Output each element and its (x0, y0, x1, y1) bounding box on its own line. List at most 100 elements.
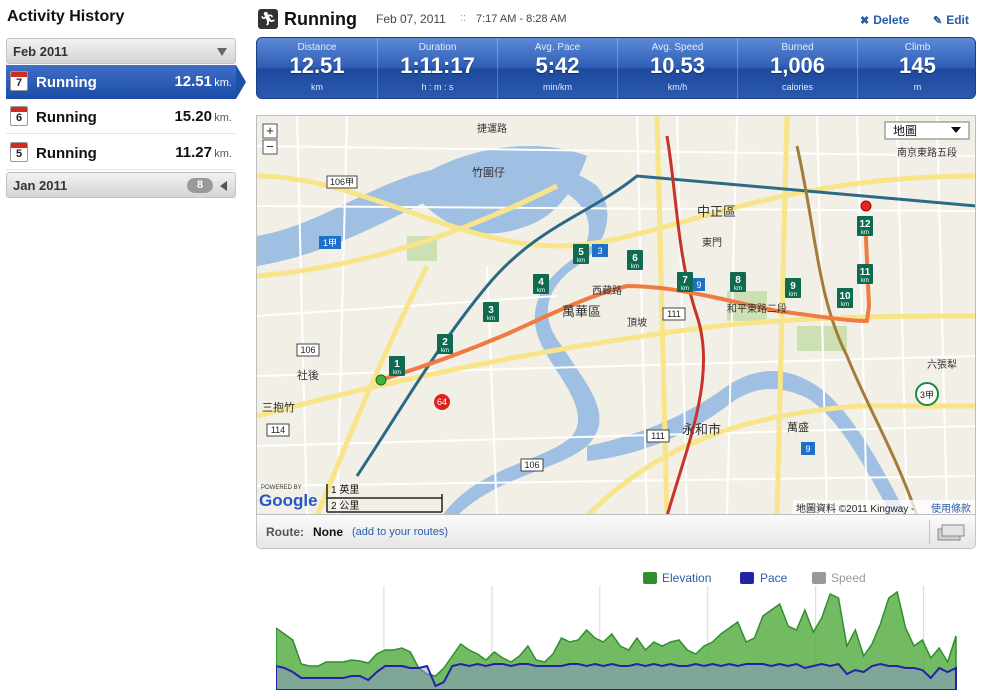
activity-date: Feb 07, 2011 (376, 12, 446, 26)
place-label: 東門 (702, 236, 722, 249)
activity-row-feb-6[interactable]: 6 Running 15.20 km. (6, 100, 236, 134)
road-shield: 64 (434, 394, 450, 410)
expand-map-button[interactable] (929, 520, 967, 544)
map-type-select[interactable]: 地圖 (884, 121, 970, 140)
google-logo: Google (259, 491, 318, 510)
km-marker-unit: km (393, 370, 401, 376)
place-label: 西藏路 (592, 284, 622, 297)
km-marker-number: 3 (488, 305, 494, 316)
activity-chart[interactable] (276, 586, 966, 690)
scale-miles-label: 1 英里 (331, 483, 359, 496)
km-marker-unit: km (841, 302, 849, 308)
place-label: 竹圍仔 (472, 165, 505, 179)
km-marker-unit: km (577, 258, 585, 264)
expand-map-icon (937, 524, 965, 541)
legend-speed[interactable]: Speed (831, 571, 866, 585)
stat-label: Climb (904, 42, 931, 53)
legend-elevation[interactable]: Elevation (662, 571, 712, 585)
route-value: None (313, 525, 343, 539)
map-metro-line-red (665, 135, 705, 514)
delete-label: Delete (873, 13, 910, 27)
route-map[interactable]: 1 km 2 km 3 km 4 km 5 km 6 km 7 km 8 km 9 km 10 km… (256, 115, 976, 515)
district-label: 永和市 (682, 422, 721, 437)
terms-of-use-link[interactable]: 使用條款 (931, 502, 971, 515)
sidebar-title: Activity History (7, 8, 125, 25)
month-label: Feb 2011 (13, 44, 68, 59)
km-marker-number: 7 (682, 275, 688, 286)
activity-sidebar: Activity History Feb 2011 7 Running 12.5… (0, 0, 246, 690)
activity-unit: km. (214, 77, 232, 89)
zoom-out-button[interactable] (262, 139, 278, 155)
legend-swatch-speed (812, 572, 826, 584)
map-major-roads (257, 116, 975, 514)
km-marker-unit: km (441, 348, 449, 354)
calendar-icon: 7 (10, 71, 28, 91)
km-marker-unit: km (861, 278, 869, 284)
month-header-feb-2011[interactable]: Feb 2011 (6, 38, 236, 64)
stat-duration: Duration 1:11:17 h : m : s (377, 38, 497, 100)
road-shield: 3甲 (915, 382, 939, 406)
zoom-in-icon: + (266, 123, 274, 138)
road-shields: 106 106 111 111 106甲 114 64 1甲 3 9 9 3甲 (266, 175, 939, 472)
km-marker-number: 5 (578, 247, 584, 258)
add-to-routes-link[interactable]: (add to your routes) (352, 526, 448, 538)
map-metro-line-brown (795, 145, 918, 514)
zoom-controls[interactable]: + − (262, 123, 278, 155)
km-marker-number: 8 (735, 275, 741, 286)
activity-distance: 12.51 (174, 73, 212, 90)
stat-label: Distance (297, 42, 337, 53)
stat-avg-pace: Avg. Pace 5:42 min/km (497, 38, 617, 100)
stat-value: 10.53 (649, 53, 706, 78)
stat-label: Duration (418, 42, 457, 53)
activity-count-badge: 8 (187, 178, 213, 193)
km-marker: 1km (389, 356, 405, 376)
calendar-day: 6 (15, 112, 23, 124)
map-type-label: 地圖 (893, 124, 917, 138)
map-river (257, 161, 608, 514)
km-marker-group: 1km 2km 3km 4km 5km 6km 7km 8km 9km 10km… (389, 216, 873, 376)
km-marker: 9km (785, 278, 801, 298)
activity-row-feb-5[interactable]: 5 Running 11.27 km. (6, 136, 236, 170)
district-label: 中正區 (697, 204, 736, 219)
month-header-jan-2011[interactable]: Jan 2011 8 (6, 172, 236, 198)
place-label: 六張犁 (927, 358, 957, 371)
activity-row-feb-7[interactable]: 7 Running 12.51 km. (6, 65, 246, 99)
road-shield: 106 (520, 458, 544, 472)
km-marker-number: 10 (839, 291, 851, 302)
stat-label: Burned (781, 42, 814, 53)
legend-pace[interactable]: Pace (760, 571, 788, 585)
map-river-basin (407, 146, 587, 234)
edit-button[interactable]: ✎ Edit (933, 13, 969, 27)
route-end-pin-icon[interactable] (860, 200, 872, 212)
activity-name: Running (36, 145, 97, 162)
km-marker-number: 4 (538, 277, 544, 288)
km-marker-number: 12 (859, 219, 871, 230)
km-marker: 8km (730, 272, 746, 292)
stat-value: 1,006 (769, 53, 826, 78)
km-marker-number: 11 (860, 267, 871, 278)
route-start-pin-icon[interactable] (375, 374, 387, 386)
zoom-in-button[interactable] (262, 123, 278, 139)
road-shield: 111 (646, 429, 670, 443)
km-marker-number: 6 (632, 253, 638, 264)
stat-unit: m (913, 82, 922, 92)
stat-unit: min/km (543, 82, 572, 92)
legend-swatch-pace (740, 572, 754, 584)
delete-button[interactable]: ✖ Delete (860, 13, 909, 27)
svg-text:9: 9 (696, 280, 701, 290)
km-marker-unit: km (537, 288, 545, 294)
map-route-line (376, 215, 871, 383)
svg-text:106: 106 (300, 345, 315, 355)
pace-area (276, 662, 957, 690)
district-label: 萬華區 (562, 304, 601, 319)
calendar-day: 7 (15, 77, 23, 89)
activity-time-range: 7:17 AM - 8:28 AM (476, 13, 567, 25)
calendar-icon: 5 (10, 142, 28, 162)
powered-by-label: POWERED BY (261, 485, 302, 491)
stat-distance: Distance 12.51 km (257, 38, 377, 100)
activity-distance: 15.20 (174, 108, 212, 125)
stat-value: 145 (899, 53, 936, 78)
km-marker: 6km (627, 250, 643, 270)
